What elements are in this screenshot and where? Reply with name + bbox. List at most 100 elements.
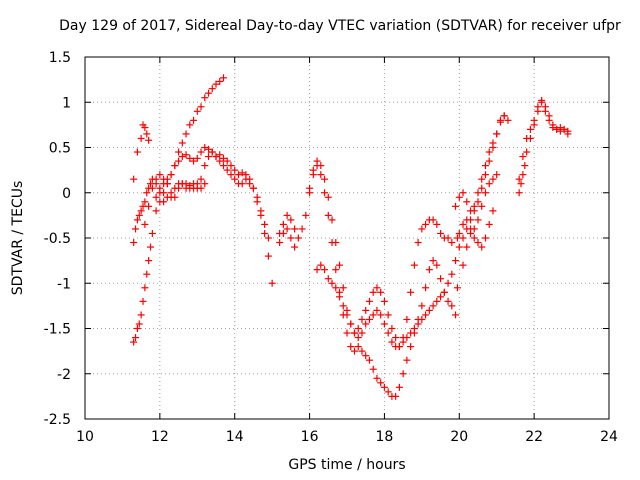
data-point — [493, 130, 501, 138]
data-point — [141, 284, 149, 292]
data-point — [384, 388, 392, 396]
data-point — [489, 139, 497, 147]
data-point — [145, 257, 153, 265]
data-point — [358, 347, 366, 355]
plot-frame — [84, 56, 610, 420]
data-point — [467, 229, 475, 237]
data-point — [201, 162, 209, 170]
data-point — [403, 356, 411, 364]
data-point — [350, 329, 358, 337]
data-point — [197, 175, 205, 183]
data-point — [148, 184, 156, 192]
x-tick-label: 22 — [525, 429, 543, 445]
data-point — [231, 175, 239, 183]
data-point — [336, 293, 344, 301]
data-point — [489, 207, 497, 215]
data-point — [437, 229, 445, 237]
data-point — [328, 216, 336, 224]
data-point — [130, 338, 138, 346]
data-point — [365, 297, 373, 305]
data-point — [190, 116, 198, 124]
x-tick-label: 20 — [450, 429, 468, 445]
data-point — [279, 229, 287, 237]
data-point — [313, 162, 321, 170]
data-point — [253, 193, 261, 201]
x-tick-label: 10 — [76, 429, 94, 445]
axis-ticks — [84, 56, 610, 420]
data-point — [152, 193, 160, 201]
data-point — [452, 257, 460, 265]
data-point — [193, 154, 201, 162]
data-point — [452, 202, 460, 210]
data-point — [234, 171, 242, 179]
data-point — [407, 343, 415, 351]
data-point — [231, 166, 239, 174]
data-point — [216, 151, 224, 159]
chart-title: Day 129 of 2017, Sidereal Day-to-day VTE… — [59, 18, 621, 34]
data-point — [193, 107, 201, 115]
data-point — [395, 383, 403, 391]
y-tick-label: -0.5 — [44, 231, 71, 247]
data-point — [414, 239, 422, 247]
data-point — [208, 85, 216, 93]
data-point — [287, 216, 295, 224]
data-point — [489, 175, 497, 183]
y-tick-label: -1 — [57, 276, 71, 292]
data-point — [523, 148, 531, 156]
data-point — [358, 315, 366, 323]
data-point — [481, 162, 489, 170]
data-point — [257, 207, 265, 215]
data-point — [205, 145, 213, 153]
data-point — [463, 198, 471, 206]
data-point — [373, 284, 381, 292]
data-point — [190, 157, 198, 165]
data-point — [377, 288, 385, 296]
data-point — [135, 211, 143, 219]
data-point — [474, 216, 482, 224]
data-point — [485, 180, 493, 188]
data-point — [485, 148, 493, 156]
data-point — [160, 198, 168, 206]
data-point — [182, 184, 190, 192]
data-point — [384, 311, 392, 319]
data-point — [444, 297, 452, 305]
data-point — [519, 153, 527, 161]
data-point — [433, 261, 441, 269]
data-point — [336, 261, 344, 269]
data-point — [219, 162, 227, 170]
data-point — [212, 80, 220, 88]
data-point — [526, 125, 534, 133]
data-point — [403, 315, 411, 323]
data-point — [238, 180, 246, 188]
data-point — [467, 207, 475, 215]
data-point — [130, 175, 138, 183]
data-point — [223, 166, 231, 174]
data-point — [137, 207, 145, 215]
data-point — [459, 189, 467, 197]
data-point — [175, 148, 183, 156]
data-point — [347, 343, 355, 351]
data-point — [362, 352, 370, 360]
data-point — [354, 334, 362, 342]
x-tick-label: 12 — [151, 429, 169, 445]
data-point — [186, 121, 194, 129]
data-point — [294, 234, 302, 242]
data-point — [167, 171, 175, 179]
data-point — [133, 325, 141, 332]
data-point — [268, 279, 276, 287]
data-point — [470, 225, 478, 233]
data-point — [481, 189, 489, 197]
data-point — [418, 302, 426, 310]
data-point — [410, 261, 418, 269]
y-tick-label: -2.5 — [44, 412, 71, 428]
data-point — [433, 220, 441, 228]
data-point — [448, 302, 456, 310]
data-point — [515, 189, 523, 197]
data-point — [429, 216, 437, 224]
data-point — [291, 225, 299, 233]
data-point — [459, 261, 467, 269]
data-point — [407, 288, 415, 296]
data-point — [145, 202, 153, 210]
data-point — [321, 189, 329, 197]
grid-lines — [85, 57, 609, 419]
